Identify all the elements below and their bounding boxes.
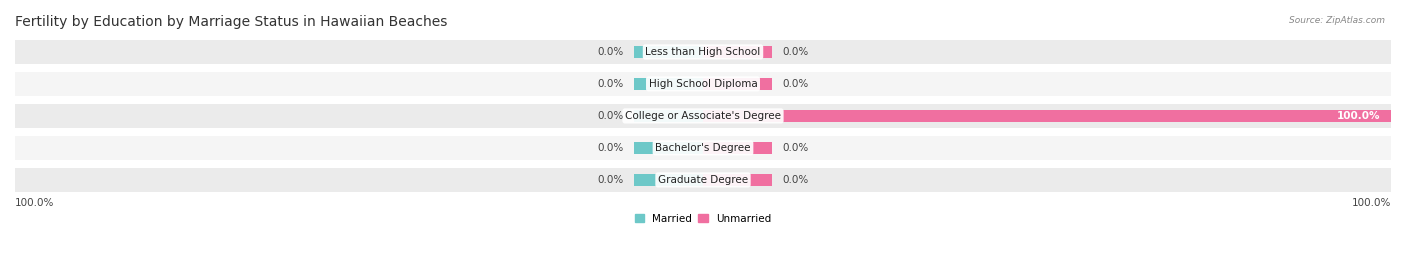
Bar bbox=[703, 46, 772, 58]
Text: 100.0%: 100.0% bbox=[1351, 199, 1391, 208]
Text: 0.0%: 0.0% bbox=[782, 143, 808, 153]
Text: Bachelor's Degree: Bachelor's Degree bbox=[655, 143, 751, 153]
Bar bbox=[703, 110, 1391, 122]
Bar bbox=[634, 78, 703, 90]
Text: 0.0%: 0.0% bbox=[782, 47, 808, 57]
Text: 0.0%: 0.0% bbox=[598, 175, 624, 185]
Bar bbox=[703, 174, 772, 186]
Text: 0.0%: 0.0% bbox=[598, 143, 624, 153]
Text: 0.0%: 0.0% bbox=[598, 79, 624, 89]
Text: 0.0%: 0.0% bbox=[782, 79, 808, 89]
Bar bbox=[634, 174, 703, 186]
Bar bbox=[15, 104, 1391, 128]
Bar bbox=[703, 78, 772, 90]
Bar bbox=[15, 136, 1391, 160]
Bar bbox=[634, 46, 703, 58]
Text: Fertility by Education by Marriage Status in Hawaiian Beaches: Fertility by Education by Marriage Statu… bbox=[15, 15, 447, 29]
Text: Source: ZipAtlas.com: Source: ZipAtlas.com bbox=[1289, 16, 1385, 25]
Bar bbox=[15, 72, 1391, 96]
Text: Less than High School: Less than High School bbox=[645, 47, 761, 57]
Text: High School Diploma: High School Diploma bbox=[648, 79, 758, 89]
Bar bbox=[15, 168, 1391, 192]
Bar bbox=[703, 142, 772, 154]
Text: 0.0%: 0.0% bbox=[782, 175, 808, 185]
Text: 100.0%: 100.0% bbox=[15, 199, 55, 208]
Text: College or Associate's Degree: College or Associate's Degree bbox=[626, 111, 780, 121]
Text: 0.0%: 0.0% bbox=[598, 47, 624, 57]
Text: 0.0%: 0.0% bbox=[598, 111, 624, 121]
Text: Graduate Degree: Graduate Degree bbox=[658, 175, 748, 185]
Bar bbox=[634, 142, 703, 154]
Bar bbox=[15, 40, 1391, 64]
Text: 100.0%: 100.0% bbox=[1337, 111, 1381, 121]
Bar bbox=[634, 110, 703, 122]
Legend: Married, Unmarried: Married, Unmarried bbox=[630, 210, 776, 228]
